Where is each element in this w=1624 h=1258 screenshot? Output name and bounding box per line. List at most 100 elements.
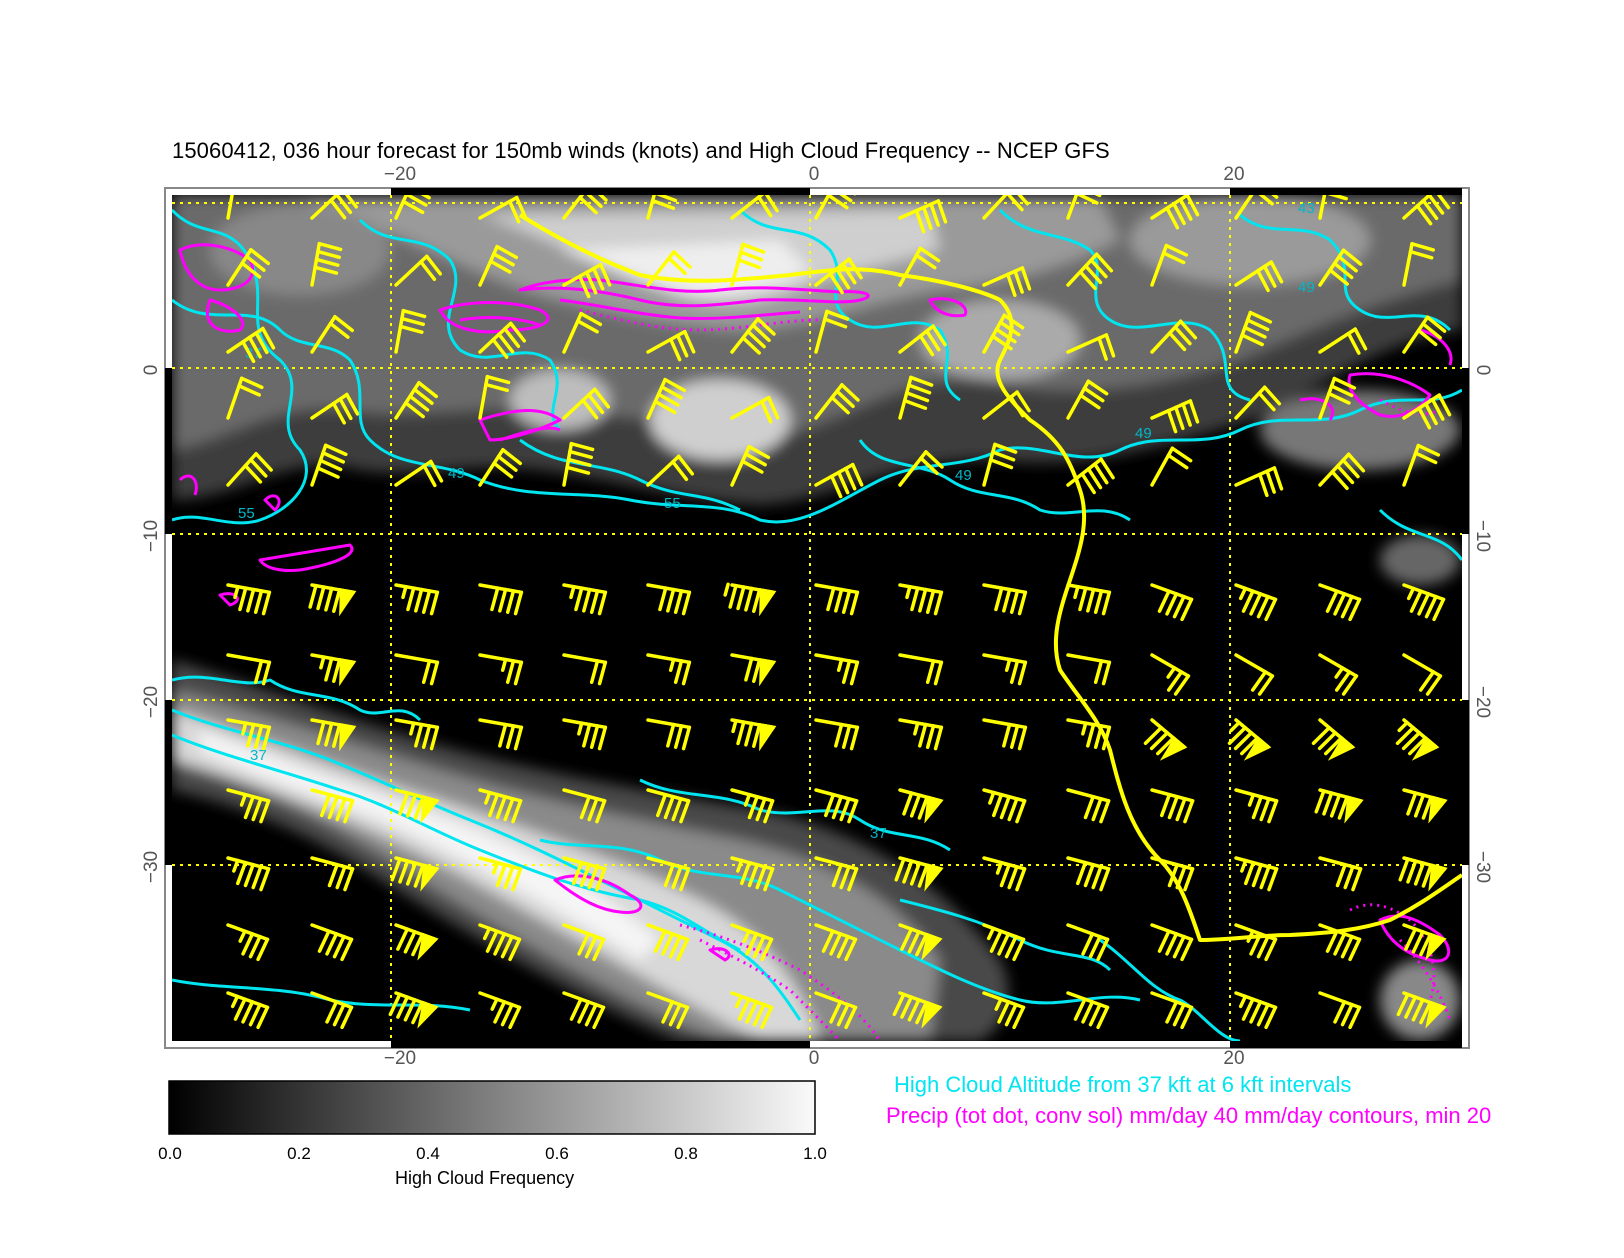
wind-barb	[646, 250, 692, 287]
wind-barb	[562, 991, 606, 1030]
wind-barb	[982, 583, 1028, 616]
wind-barb	[478, 718, 524, 751]
wind-barb	[1318, 991, 1362, 1030]
wind-barb	[898, 324, 947, 357]
wind-barb	[1318, 248, 1363, 287]
wind-barb	[1143, 718, 1188, 761]
wind-barb	[814, 257, 863, 295]
wind-barb	[646, 856, 691, 892]
x-tick-label-top: 20	[1223, 164, 1245, 185]
colorbar-tick-label: 0.4	[416, 1144, 440, 1163]
wind-barb	[814, 583, 860, 616]
x-tick-label-top: 0	[808, 164, 820, 185]
contour-label: 37	[250, 747, 267, 764]
wind-barb	[723, 582, 777, 617]
wind-barb	[982, 266, 1032, 298]
wind-barb	[1066, 653, 1112, 686]
wind-barb	[1318, 195, 1348, 220]
wind-barb	[892, 991, 943, 1029]
wind-barb	[478, 923, 522, 962]
wind-barb	[646, 195, 678, 220]
wind-barb	[730, 653, 777, 687]
wind-barb	[390, 856, 440, 892]
wind-barb	[1402, 443, 1441, 487]
wind-barb	[226, 653, 272, 686]
wind-barb	[1318, 376, 1357, 420]
wind-barb	[1066, 788, 1111, 824]
wind-barb	[478, 991, 522, 1030]
wind-barb	[226, 452, 273, 487]
x-tick-label-top: −20	[383, 164, 417, 185]
wind-barb	[1234, 923, 1278, 962]
wind-barb	[898, 653, 944, 686]
wind-barb	[562, 387, 611, 420]
wind-barb	[394, 583, 440, 616]
colorbar-tick-label: 1.0	[803, 1144, 827, 1163]
wind-barb	[898, 450, 944, 487]
wind-barb	[646, 718, 692, 751]
wind-barb	[982, 923, 1026, 962]
wind-barb	[1398, 856, 1448, 892]
wind-barb	[1150, 583, 1194, 622]
wind-barb	[226, 991, 270, 1030]
wind-barb	[1395, 718, 1440, 761]
wind-barb	[1234, 653, 1275, 696]
precip-contours	[178, 243, 1453, 963]
wind-barb	[814, 991, 858, 1030]
coastline	[518, 213, 1462, 942]
wind-barb	[982, 788, 1027, 824]
axis-bar-top	[391, 188, 810, 195]
axis-bar-right	[1462, 368, 1469, 534]
colorbar-tick-label: 0.6	[545, 1144, 569, 1163]
wind-barb	[1402, 315, 1447, 354]
wind-barb	[730, 444, 771, 487]
wind-barb	[310, 653, 357, 687]
wind-barb	[226, 326, 276, 364]
wind-barb	[1318, 452, 1366, 491]
wind-barb	[562, 262, 612, 299]
contour-label: 49	[448, 465, 465, 482]
wind-barb	[730, 923, 774, 962]
wind-barb	[1318, 327, 1368, 355]
contour-labels: 43 49 37 55 49 55 49 37 37 49	[238, 200, 1315, 842]
wind-barb	[730, 788, 775, 824]
wind-barb	[562, 195, 608, 220]
wind-barb	[1150, 991, 1194, 1030]
y-tick-label-left: 0	[141, 364, 162, 376]
wind-barb	[394, 381, 438, 420]
y-tick-label-left: −10	[141, 519, 162, 553]
wind-barb	[814, 653, 860, 686]
cloud-altitude-contours	[172, 208, 1462, 1041]
wind-barb	[1318, 653, 1359, 696]
wind-barb	[1234, 310, 1273, 354]
wind-barb	[982, 718, 1028, 751]
wind-barb	[394, 195, 431, 220]
wind-barb	[310, 991, 354, 1030]
wind-barb	[478, 856, 523, 892]
wind-barb	[226, 923, 270, 962]
wind-barb	[1314, 788, 1364, 824]
wind-barb	[646, 329, 696, 362]
wind-barb	[1150, 788, 1195, 824]
wind-barb	[814, 195, 857, 220]
wind-barb	[1150, 399, 1200, 434]
wind-barb	[982, 195, 1030, 220]
wind-barb	[814, 309, 850, 354]
wind-barb	[1402, 195, 1451, 226]
wind-barb	[1150, 195, 1200, 230]
wind-barb	[478, 788, 523, 824]
wind-barb	[310, 315, 354, 354]
wind-barb	[1066, 583, 1112, 616]
colorbar-tick-label: 0.0	[158, 1144, 182, 1163]
wind-barb	[1402, 788, 1448, 824]
wind-barb	[562, 788, 607, 824]
wind-barb	[562, 856, 607, 892]
wind-barb	[982, 313, 1025, 354]
wind-barb	[898, 199, 948, 234]
wind-barb	[814, 923, 858, 962]
wind-barb	[394, 923, 439, 961]
contour-label: 55	[664, 495, 681, 512]
y-tick-label-right: 0	[1472, 364, 1493, 376]
wind-barb	[478, 653, 524, 686]
wind-barb	[1234, 466, 1284, 498]
